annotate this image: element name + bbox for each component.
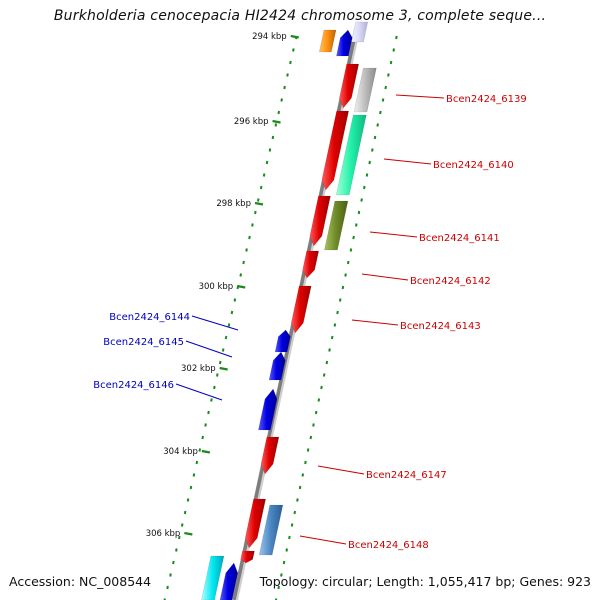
gene-leader-line: [361, 273, 409, 281]
gene-bcen2424-6139: [339, 63, 360, 109]
gene-label[interactable]: Bcen2424_6145: [103, 337, 184, 348]
accession-text: Accession: NC_008544: [9, 574, 152, 589]
ruler-tick-label: 300 kbp: [199, 282, 234, 292]
gene-label[interactable]: Bcen2424_6141: [419, 233, 500, 244]
gene-track: [201, 21, 377, 600]
gene-leader-line: [185, 340, 233, 358]
gene-bcen2424-6140: [321, 110, 350, 191]
feature-block-mint: [335, 114, 367, 196]
gene-label[interactable]: Bcen2424_6144: [109, 312, 190, 323]
feature-block-lavender: [351, 21, 369, 43]
gene-bottom-reverse: [219, 562, 239, 600]
ruler-tick-label: 294 kbp: [252, 32, 287, 42]
gene-leader-line: [383, 158, 432, 165]
feature-block-grey: [353, 67, 377, 113]
gene-label[interactable]: Bcen2424_6140: [433, 160, 514, 171]
gene-bcen2424-6147: [260, 436, 280, 475]
ruler: 294 kbp 296 kbp 298 kbp 300 kbp 302 kbp 304 k…: [146, 32, 398, 600]
gene-label[interactable]: Bcen2424_6142: [410, 276, 491, 287]
feature-block-steel: [258, 504, 284, 556]
gene-bcen2424-6141: [309, 195, 331, 247]
gene-leader-line: [175, 383, 223, 401]
gene-label[interactable]: Bcen2424_6148: [348, 540, 429, 551]
ruler-tick-label: 306 kbp: [146, 529, 181, 539]
ruler-tick-label: 298 kbp: [216, 199, 251, 209]
gene-bcen2424-6145: [268, 351, 286, 381]
genome-summary: Topology: circular; Length: 1,055,417 bp…: [259, 574, 591, 589]
gene-labels: Bcen2424_6139 Bcen2424_6140 Bcen2424_6141 B…: [93, 94, 527, 551]
ruler-tick-label: 296 kbp: [234, 117, 269, 127]
gene-bcen2424-6143: [290, 285, 312, 334]
gene-leader-line: [299, 535, 347, 545]
gene-leader-line: [351, 319, 399, 326]
gene-label[interactable]: Bcen2424_6139: [446, 94, 527, 105]
feature-block-olive: [324, 200, 349, 251]
gene-leader-line: [191, 315, 239, 331]
ruler-tick-label: 302 kbp: [181, 364, 216, 374]
map-title: Burkholderia cenocepacia HI2424 chromoso…: [53, 8, 547, 24]
gene-leader-line: [395, 94, 445, 99]
gene-bcen2424-6146: [258, 388, 278, 431]
gene-bcen2424-6144: [274, 329, 291, 353]
gene-leader-line: [369, 231, 418, 238]
gene-bcen2424-6148: [244, 498, 266, 549]
gene-small-forward: [240, 550, 255, 564]
gene-top-reverse: [336, 29, 353, 57]
gene-label[interactable]: Bcen2424_6146: [93, 380, 174, 391]
feature-block-orange: [318, 29, 337, 53]
gene-bcen2424-6142: [302, 250, 320, 279]
gene-label[interactable]: Bcen2424_6143: [400, 321, 481, 332]
gene-label[interactable]: Bcen2424_6147: [366, 470, 447, 481]
gene-leader-line: [317, 465, 365, 475]
ruler-tick-label: 304 kbp: [163, 447, 198, 457]
feature-block-cyan: [201, 555, 225, 600]
